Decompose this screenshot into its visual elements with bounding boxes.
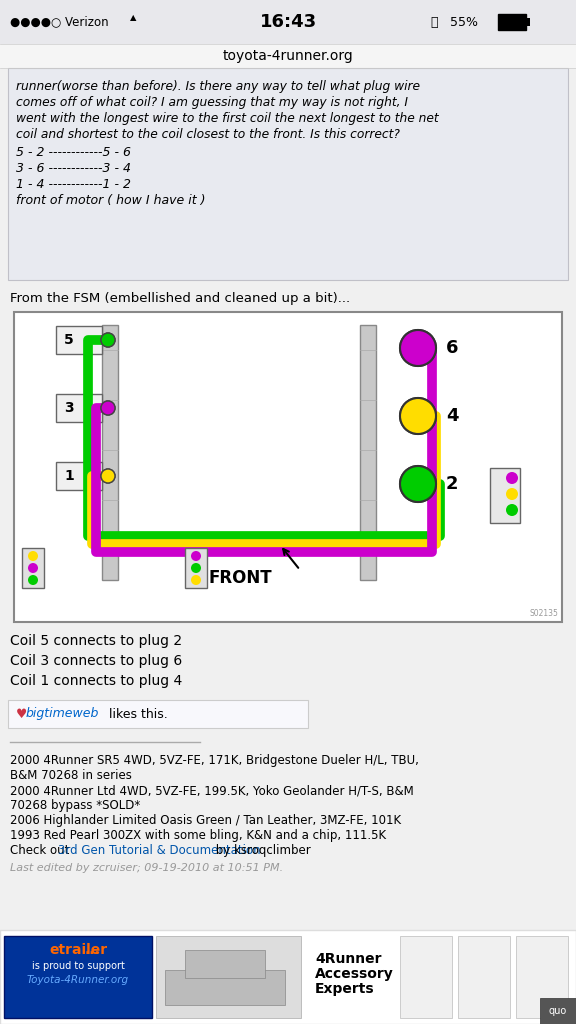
Bar	[4, 936, 152, 1018]
Text: Last edited by zcruiser; 09-19-2010 at 10:51 PM.: Last edited by zcruiser; 09-19-2010 at 1…	[10, 863, 283, 873]
Circle shape	[400, 466, 436, 502]
Text: front of motor ( how I have it ): front of motor ( how I have it )	[16, 194, 206, 207]
Circle shape	[400, 466, 436, 502]
Text: From the FSM (embellished and cleaned up a bit)...: From the FSM (embellished and cleaned up…	[10, 292, 350, 305]
Circle shape	[400, 398, 436, 434]
Text: Ⓐ: Ⓐ	[430, 15, 438, 29]
Text: Experts: Experts	[315, 982, 374, 996]
Circle shape	[191, 563, 201, 573]
Text: Check out: Check out	[10, 844, 73, 857]
Text: 3: 3	[64, 401, 74, 415]
Bar	[22, 548, 44, 588]
Bar	[0, 0, 576, 44]
Bar	[185, 548, 207, 588]
Bar	[156, 936, 301, 1018]
Text: 2006 Highlander Limited Oasis Green / Tan Leather, 3MZ-FE, 101K: 2006 Highlander Limited Oasis Green / Ta…	[10, 814, 401, 827]
Text: Accessory: Accessory	[315, 967, 394, 981]
Text: etrailer: etrailer	[49, 943, 107, 957]
Text: Toyota-4Runner.org: Toyota-4Runner.org	[27, 975, 129, 985]
Circle shape	[101, 401, 115, 415]
Text: 1: 1	[64, 469, 74, 483]
Text: likes this.: likes this.	[105, 708, 168, 721]
Circle shape	[506, 504, 518, 516]
Text: 3rd Gen Tutorial & Documentation: 3rd Gen Tutorial & Documentation	[58, 844, 260, 857]
Bar	[185, 950, 265, 978]
Circle shape	[28, 551, 38, 561]
Circle shape	[101, 469, 115, 483]
Text: 16:43: 16:43	[259, 13, 317, 31]
Circle shape	[400, 330, 436, 366]
Text: 6: 6	[446, 339, 458, 357]
Text: 1993 Red Pearl 300ZX with some bling, K&N and a chip, 111.5K: 1993 Red Pearl 300ZX with some bling, K&…	[10, 829, 386, 842]
Text: 4: 4	[446, 407, 458, 425]
Circle shape	[400, 330, 436, 366]
Text: is proud to support: is proud to support	[32, 961, 124, 971]
Bar	[0, 930, 576, 1024]
Text: went with the longest wire to the first coil the next longest to the net: went with the longest wire to the first …	[16, 112, 439, 125]
Text: 55%: 55%	[450, 15, 478, 29]
Bar	[8, 700, 308, 728]
Circle shape	[101, 469, 115, 483]
Bar	[498, 14, 526, 30]
Text: ...: ...	[85, 943, 101, 957]
Text: coil and shortest to the coil closest to the front. Is this correct?: coil and shortest to the coil closest to…	[16, 128, 400, 141]
Text: bigtimeweb: bigtimeweb	[26, 708, 100, 721]
Text: toyota-4runner.org: toyota-4runner.org	[223, 49, 353, 63]
Text: B&M 70268 in series: B&M 70268 in series	[10, 769, 132, 782]
Text: Coil 3 connects to plug 6: Coil 3 connects to plug 6	[10, 654, 182, 668]
Bar	[360, 325, 376, 580]
Circle shape	[28, 575, 38, 585]
Text: 2: 2	[446, 475, 458, 493]
Bar	[400, 936, 452, 1018]
Circle shape	[506, 472, 518, 484]
Text: by ksroqclimber: by ksroqclimber	[211, 844, 310, 857]
Bar	[516, 936, 568, 1018]
Bar	[526, 18, 530, 26]
Circle shape	[101, 333, 115, 347]
Bar	[14, 312, 562, 622]
Circle shape	[506, 488, 518, 500]
Bar	[56, 462, 102, 490]
Bar	[56, 394, 102, 422]
Circle shape	[101, 401, 115, 415]
Circle shape	[101, 333, 115, 347]
Text: 3 - 6 ------------3 - 4: 3 - 6 ------------3 - 4	[16, 162, 131, 175]
Text: ♥: ♥	[16, 708, 27, 721]
Bar	[102, 325, 118, 580]
Circle shape	[191, 551, 201, 561]
Text: 4Runner: 4Runner	[315, 952, 381, 966]
Text: comes off of what coil? I am guessing that my way is not right, I: comes off of what coil? I am guessing th…	[16, 96, 408, 109]
Text: FRONT: FRONT	[208, 569, 272, 587]
Text: S02135: S02135	[529, 609, 558, 618]
Text: 5: 5	[64, 333, 74, 347]
Circle shape	[28, 563, 38, 573]
Circle shape	[400, 398, 436, 434]
Bar	[165, 970, 285, 1005]
Bar	[56, 326, 102, 354]
Bar	[540, 998, 576, 1024]
Bar	[490, 468, 520, 523]
Bar	[458, 936, 510, 1018]
Text: 2000 4Runner SR5 4WD, 5VZ-FE, 171K, Bridgestone Dueler H/L, TBU,: 2000 4Runner SR5 4WD, 5VZ-FE, 171K, Brid…	[10, 754, 419, 767]
Text: 5 - 2 ------------5 - 6: 5 - 2 ------------5 - 6	[16, 146, 131, 159]
Text: Coil 5 connects to plug 2: Coil 5 connects to plug 2	[10, 634, 182, 648]
Text: ▲: ▲	[130, 13, 137, 23]
Text: ●●●●○ Verizon: ●●●●○ Verizon	[10, 15, 109, 29]
Bar	[0, 44, 576, 68]
Text: 2000 4Runner Ltd 4WD, 5VZ-FE, 199.5K, Yoko Geolander H/T-S, B&M: 2000 4Runner Ltd 4WD, 5VZ-FE, 199.5K, Yo…	[10, 784, 414, 797]
Circle shape	[191, 575, 201, 585]
Text: quo: quo	[549, 1006, 567, 1016]
Bar	[8, 68, 568, 280]
Text: runner(worse than before). Is there any way to tell what plug wire: runner(worse than before). Is there any …	[16, 80, 420, 93]
Text: 70268 bypass *SOLD*: 70268 bypass *SOLD*	[10, 799, 140, 812]
Text: Coil 1 connects to plug 4: Coil 1 connects to plug 4	[10, 674, 182, 688]
Text: 1 - 4 ------------1 - 2: 1 - 4 ------------1 - 2	[16, 178, 131, 191]
